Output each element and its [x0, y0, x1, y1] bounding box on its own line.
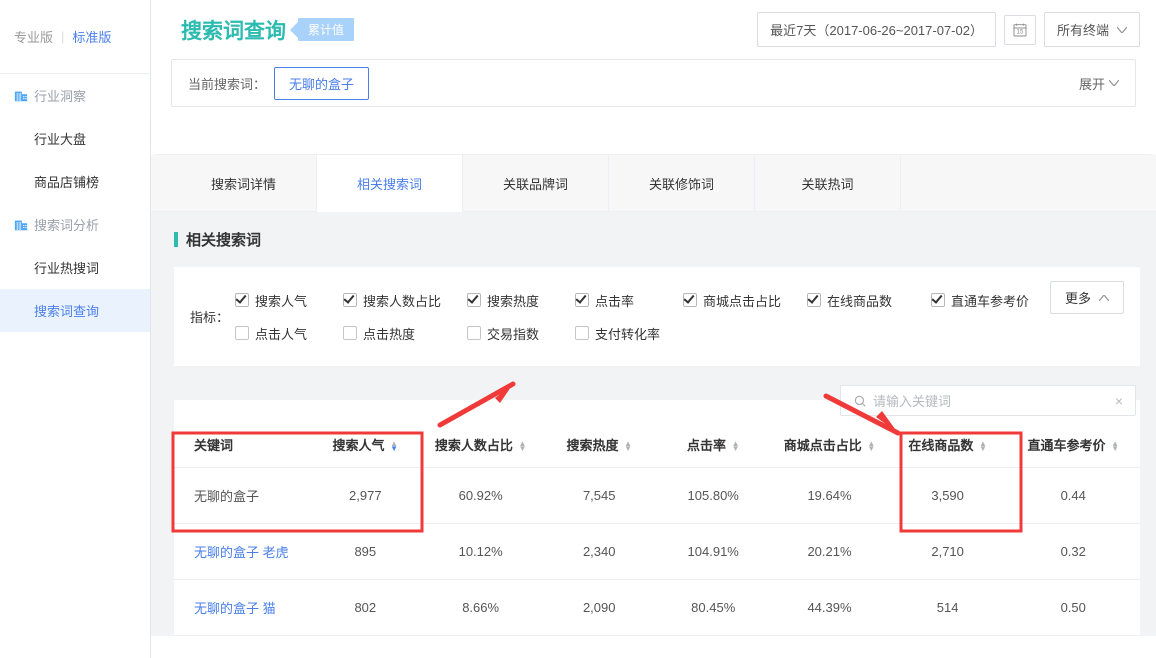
svg-text:15: 15 — [1017, 29, 1024, 35]
